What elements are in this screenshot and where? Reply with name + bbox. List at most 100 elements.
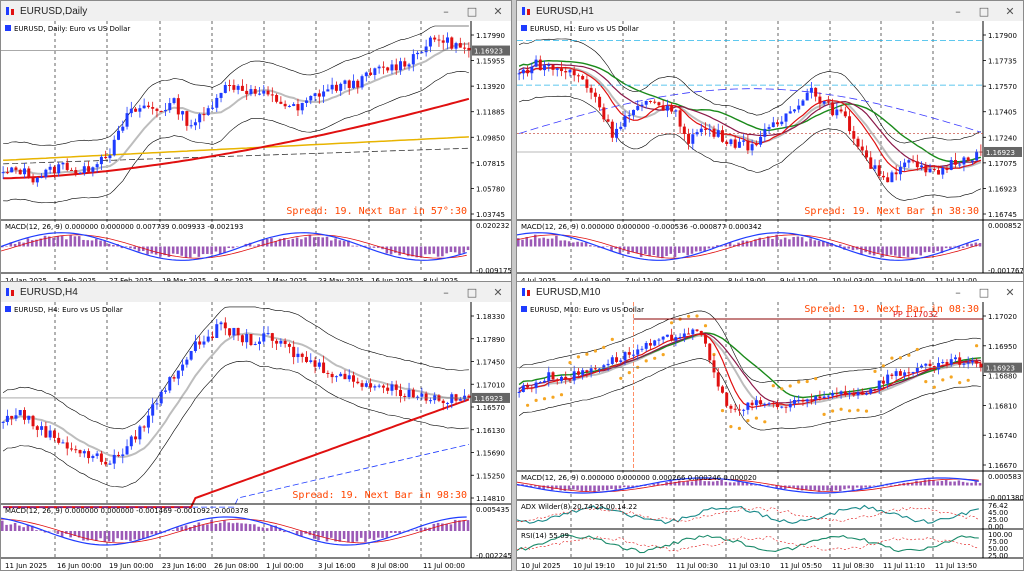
candle-body xyxy=(164,390,167,392)
price-chart[interactable]: 10 Jul 2025 10 Jul 19:10 10 Jul 21:50 11 Ju… xyxy=(517,302,1023,570)
candle-body xyxy=(31,415,35,427)
candle-body xyxy=(818,96,822,104)
macd-histogram-bar xyxy=(176,246,179,254)
macd-histogram-bar xyxy=(69,235,72,247)
parabolic-sar-dot xyxy=(915,347,919,352)
minimize-icon[interactable]: – xyxy=(955,4,961,18)
chart-canvas[interactable]: 10 Jul 2025 10 Jul 19:10 10 Jul 21:50 11 Ju… xyxy=(517,302,1023,570)
candle-body xyxy=(869,157,873,169)
candle-body xyxy=(716,130,720,137)
moving-average-green xyxy=(518,59,982,163)
macd-histogram-bar xyxy=(445,246,448,254)
macd-histogram-bar xyxy=(325,531,329,542)
candle-body xyxy=(65,162,69,170)
candle-body xyxy=(121,454,125,456)
candle-body xyxy=(941,167,945,175)
candle-body xyxy=(215,324,219,338)
price-axis-label: 1.15690 xyxy=(476,450,505,458)
window-titlebar[interactable]: EURUSD,Daily – □ ✕ xyxy=(1,1,511,22)
candle-body xyxy=(394,64,398,71)
current-price-value: 1.16923 xyxy=(474,395,503,403)
macd-histogram-bar xyxy=(868,246,872,255)
chart-window-h1[interactable]: EURUSD,H1 – □ ✕ 4 Jul 20254 Jul 19:007 J… xyxy=(516,0,1024,286)
chart-canvas[interactable]: 11 Jun 2025 16 Jun 00:00 19 Jun 00:00 23 Ju… xyxy=(1,302,511,570)
candle-body xyxy=(517,392,521,394)
candle-body xyxy=(894,371,898,376)
time-label: 11 Jul 08:30 xyxy=(832,562,874,570)
candle-body xyxy=(559,68,563,72)
macd-histogram-bar xyxy=(35,530,38,531)
candle-body xyxy=(275,95,279,102)
candle-body xyxy=(674,110,678,112)
maximize-icon[interactable]: □ xyxy=(978,285,990,299)
candle-body xyxy=(759,400,763,405)
chart-canvas[interactable]: 4 Jul 20254 Jul 19:007 Jul 11:008 Jul 03… xyxy=(517,21,1023,285)
macd-histogram-bar xyxy=(265,238,269,247)
macd-histogram-bar xyxy=(411,246,414,257)
candle-body xyxy=(636,349,640,355)
macd-histogram-bar xyxy=(644,246,647,254)
macd-histogram-bar xyxy=(567,485,571,490)
chart-canvas[interactable]: 14 Jan 20255 Feb 202527 Feb 202519 Mar 2… xyxy=(1,21,511,285)
price-chart[interactable]: 11 Jun 2025 16 Jun 00:00 19 Jun 00:00 23 Ju… xyxy=(1,302,511,570)
price-axis-label: 1.17735 xyxy=(988,58,1017,66)
candle-body xyxy=(814,87,818,97)
chart-window-m10[interactable]: EURUSD,M10 – □ ✕ 10 Jul 2025 10 Jul 19:10… xyxy=(516,281,1024,571)
minimize-icon[interactable]: – xyxy=(955,285,961,299)
candle-body xyxy=(640,104,644,106)
price-chart[interactable]: 14 Jan 20255 Feb 202527 Feb 202519 Mar 2… xyxy=(1,21,511,285)
maximize-icon[interactable]: □ xyxy=(466,4,478,18)
minimize-icon[interactable]: – xyxy=(443,285,449,299)
window-titlebar[interactable]: EURUSD,H4 – □ ✕ xyxy=(1,282,511,303)
macd-histogram-bar xyxy=(419,246,423,258)
minimize-icon[interactable]: – xyxy=(443,4,449,18)
price-chart[interactable]: 4 Jul 20254 Jul 19:007 Jul 11:008 Jul 03… xyxy=(517,21,1023,285)
macd-histogram-bar xyxy=(112,531,115,542)
close-icon[interactable]: ✕ xyxy=(1005,285,1015,299)
parabolic-sar-dot xyxy=(619,376,623,380)
chart-window-daily[interactable]: EURUSD,Daily – □ ✕ 14 Jan 20255 Feb 2025… xyxy=(0,0,512,286)
close-icon[interactable]: ✕ xyxy=(493,285,503,299)
macd-histogram-bar xyxy=(644,485,647,486)
macd-histogram-bar xyxy=(206,246,209,254)
candle-body xyxy=(708,128,712,130)
candle-body xyxy=(356,381,360,384)
macd-histogram-bar xyxy=(783,485,787,490)
time-label: 11 Jul 00:00 xyxy=(423,562,465,570)
window-titlebar[interactable]: EURUSD,M10 – □ ✕ xyxy=(517,282,1023,303)
macd-histogram-bar xyxy=(167,530,171,532)
maximize-icon[interactable]: □ xyxy=(466,285,478,299)
macd-histogram-bar xyxy=(923,246,927,253)
close-icon[interactable]: ✕ xyxy=(493,4,503,18)
macd-histogram-bar xyxy=(424,527,427,531)
candle-body xyxy=(970,160,974,162)
parabolic-sar-dot xyxy=(653,356,657,360)
macd-histogram-bar xyxy=(639,246,643,257)
macd-histogram-bar xyxy=(694,246,698,252)
macd-histogram-bar xyxy=(822,240,825,247)
maximize-icon[interactable]: □ xyxy=(978,4,990,18)
chart-window-h4[interactable]: EURUSD,H4 – □ ✕ 11 Jun 2025 16 Jun 00:00 1… xyxy=(0,281,512,571)
macd-histogram-bar xyxy=(741,481,745,486)
candle-body xyxy=(780,406,784,408)
macd-histogram-bar xyxy=(5,524,8,531)
candle-body xyxy=(394,384,398,390)
candle-body xyxy=(61,442,65,444)
macd-histogram-bar xyxy=(966,243,969,247)
parabolic-sar-dot xyxy=(881,364,885,368)
indicator-axis-label: 25.00 xyxy=(988,552,1008,560)
moving-average-maroon xyxy=(518,63,982,168)
close-icon[interactable]: ✕ xyxy=(1005,4,1015,18)
candle-body xyxy=(18,169,22,175)
candle-body xyxy=(881,380,885,384)
parabolic-sar-dot xyxy=(966,378,970,382)
window-titlebar[interactable]: EURUSD,H1 – □ ✕ xyxy=(517,1,1023,22)
macd-histogram-bar xyxy=(261,239,265,247)
macd-histogram-bar xyxy=(953,481,956,486)
candle-body xyxy=(776,403,780,408)
macd-histogram-bar xyxy=(146,531,149,538)
candle-body xyxy=(966,362,970,364)
candle-body xyxy=(369,72,373,75)
candle-body xyxy=(232,85,236,90)
candle-body xyxy=(606,363,610,366)
